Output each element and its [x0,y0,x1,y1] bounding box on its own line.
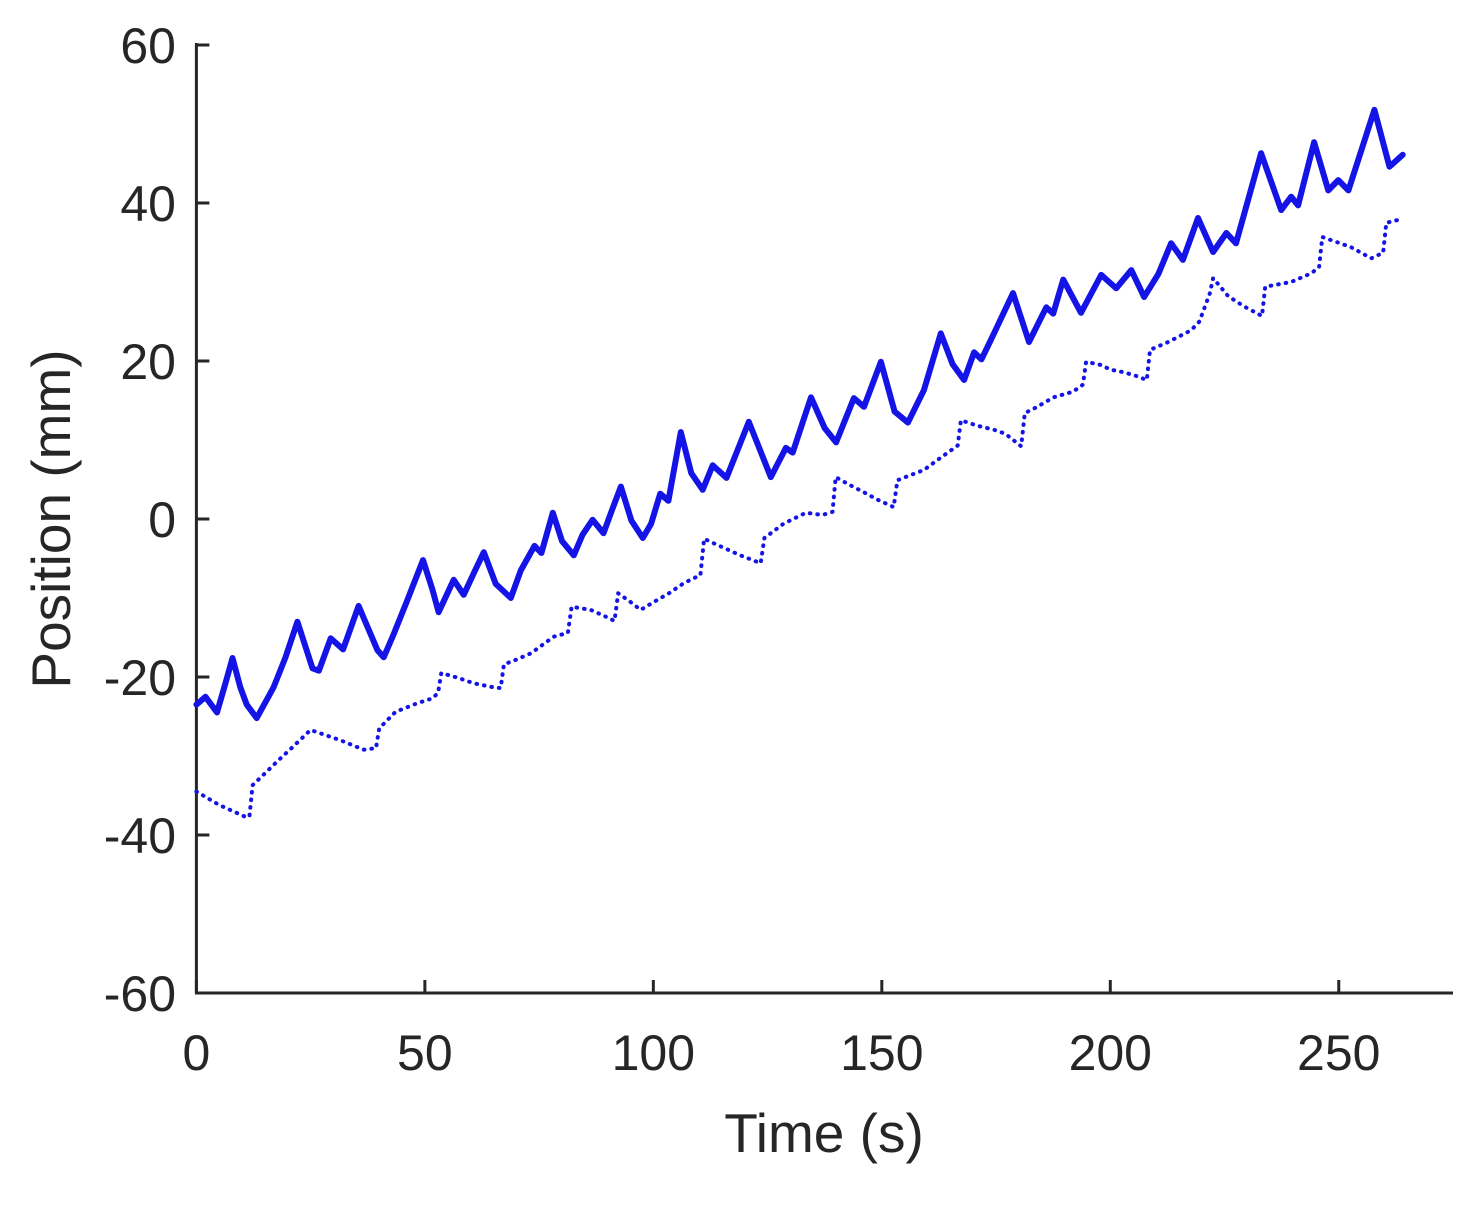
y-tick-label: -20 [104,650,176,706]
x-tick-label: 100 [612,1025,695,1081]
x-tick-label: 0 [182,1025,210,1081]
solid-position-trace-line [193,106,1406,722]
y-axis-title: Position (mm) [20,349,82,688]
x-axis-title: Time (s) [724,1102,924,1164]
y-tick-label: 20 [120,334,176,390]
y-tick-label: 60 [120,18,176,74]
chart-generated-content: 0 50 100 150 200 250 -60 -40 -20 0 20 40 60 [104,18,1453,1081]
y-tick-label: -40 [104,808,176,864]
x-tick-label: 200 [1069,1025,1152,1081]
x-tick-label: 50 [397,1025,453,1081]
y-tick-label: 40 [120,176,176,232]
dotted-position-trace-line [194,216,1405,819]
x-tick-label: 250 [1297,1025,1380,1081]
x-tick-label: 150 [840,1025,923,1081]
y-tick-label: 0 [148,492,176,548]
y-tick-label: -60 [104,966,176,1022]
